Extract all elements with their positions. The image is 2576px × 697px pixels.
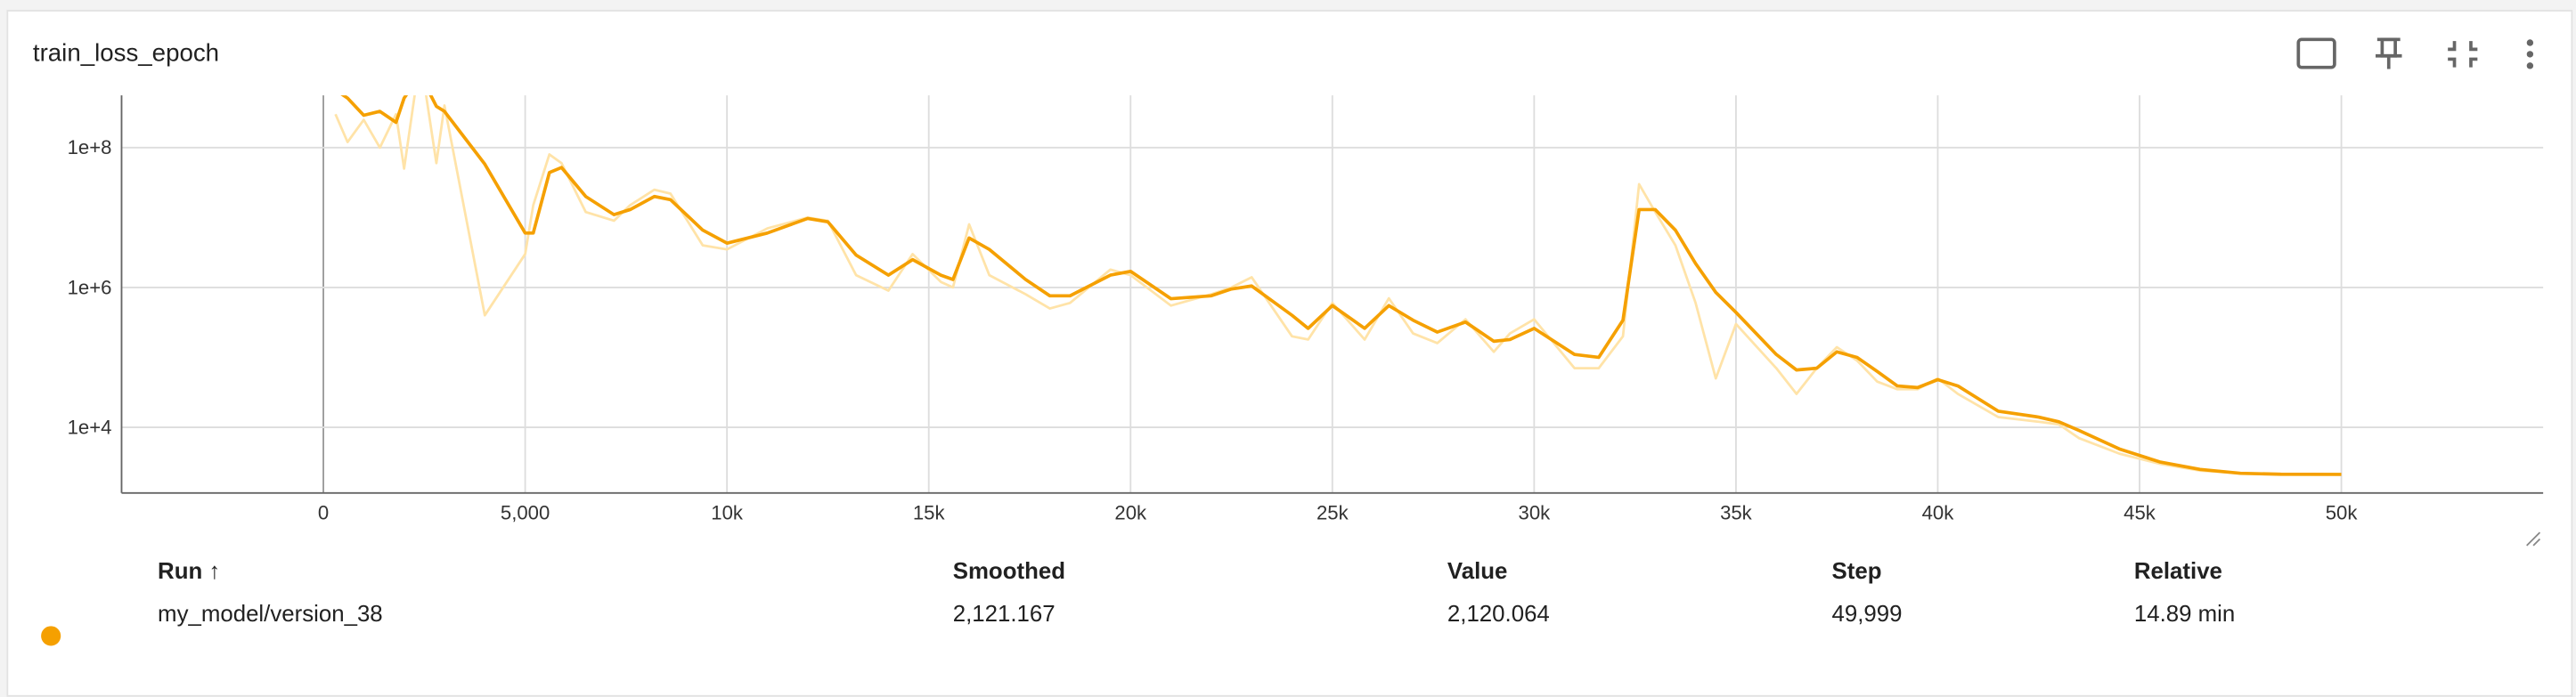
table-cell: 2,120.064	[1447, 599, 1550, 627]
column-header[interactable]: Run ↑	[158, 556, 221, 584]
fit-button[interactable]	[2296, 37, 2336, 69]
x-tick-label: 5,000	[501, 501, 550, 523]
series-line	[334, 95, 2342, 476]
grid: 0 5,000 10k 15k 20k 25k 30k 35k 40k 45k 50k 1e+4 1e+…	[68, 95, 2544, 523]
toolbar	[2296, 37, 2534, 69]
x-tick-label: 50k	[2326, 501, 2359, 523]
x-tick-label: 25k	[1317, 501, 1349, 523]
card-title: train_loss_epoch	[32, 39, 220, 68]
x-tick-label: 0	[318, 501, 329, 523]
table-cell: 2,121.167	[952, 599, 1056, 627]
collapse-button[interactable]	[2448, 41, 2478, 68]
card	[6, 10, 2573, 697]
x-tick-label: 20k	[1114, 501, 1147, 523]
x-tick-label: 40k	[1922, 501, 1955, 523]
y-tick-label: 1e+8	[68, 136, 112, 158]
x-tick-label: 30k	[1519, 501, 1552, 523]
x-tick-label: 35k	[1720, 501, 1753, 523]
table-cell: my_model/version_38	[158, 599, 383, 627]
table-cell: 49,999	[1831, 599, 1903, 627]
menu-button[interactable]	[2526, 39, 2534, 69]
table-cell: 14.89 min	[2133, 599, 2236, 627]
column-header: Smoothed	[952, 556, 1066, 584]
y-tick-label: 1e+4	[68, 416, 112, 438]
x-tick-label: 15k	[913, 501, 946, 523]
y-tick-label: 1e+6	[68, 276, 112, 298]
pin-button[interactable]	[2376, 37, 2402, 69]
x-tick-label: 10k	[711, 501, 744, 523]
column-header: Relative	[2133, 556, 2222, 584]
x-tick-label: 45k	[2124, 501, 2156, 523]
chart: 0 5,000 10k 15k 20k 25k 30k 35k 40k 45k 50k 1e+4 1e+…	[68, 95, 2544, 523]
column-header: Value	[1447, 556, 1508, 584]
column-header: Step	[1831, 556, 1882, 584]
plot-area	[334, 95, 2342, 476]
series-line	[340, 95, 2342, 476]
